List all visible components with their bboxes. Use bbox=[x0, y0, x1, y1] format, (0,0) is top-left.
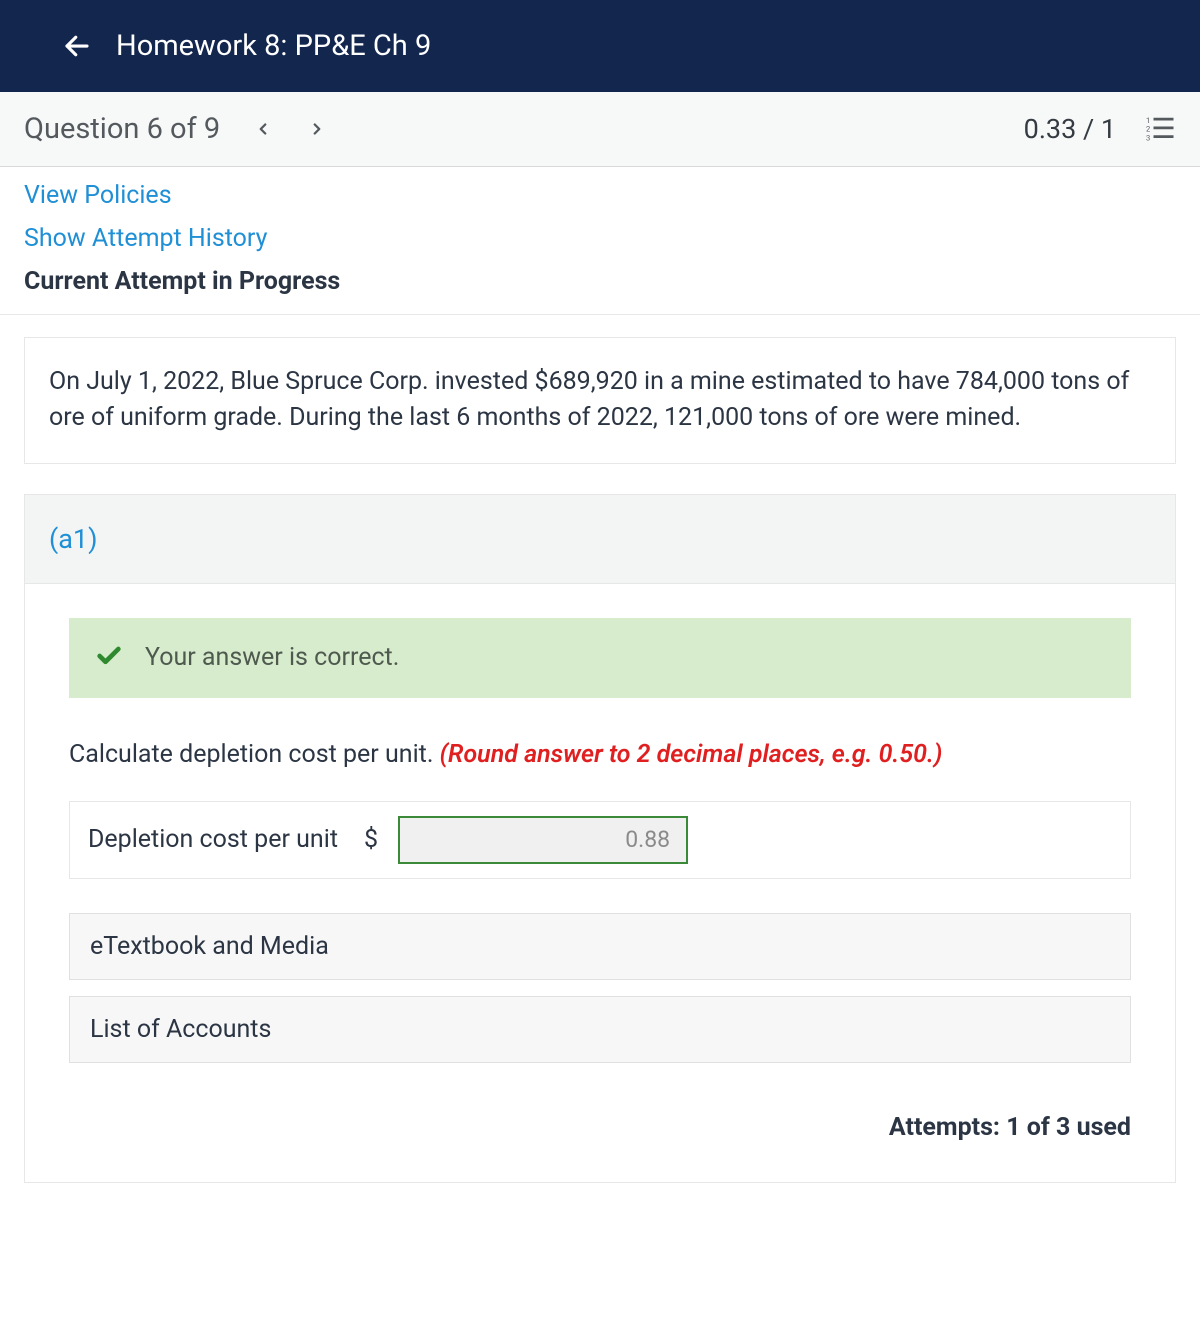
attempts-used: Attempts: 1 of 3 used bbox=[69, 1113, 1131, 1142]
links-block: View Policies Show Attempt History bbox=[0, 167, 1200, 253]
question-bar: Question 6 of 9 0.33 / 1 123 bbox=[0, 92, 1200, 167]
answer-label: Depletion cost per unit bbox=[88, 825, 338, 854]
question-score: 0.33 / 1 bbox=[1024, 113, 1116, 145]
assignment-title: Homework 8: PP&E Ch 9 bbox=[116, 29, 431, 63]
part-a1: (a1) Your answer is correct. Calculate d… bbox=[24, 494, 1176, 1183]
question-counter: Question 6 of 9 bbox=[24, 112, 220, 146]
question-list-icon[interactable]: 123 bbox=[1146, 114, 1176, 144]
feedback-text: Your answer is correct. bbox=[145, 643, 399, 672]
top-bar: Homework 8: PP&E Ch 9 bbox=[0, 0, 1200, 92]
feedback-banner: Your answer is correct. bbox=[69, 618, 1131, 698]
answer-row: Depletion cost per unit $ bbox=[69, 801, 1131, 879]
next-question-icon[interactable] bbox=[308, 116, 326, 142]
instruction: Calculate depletion cost per unit. (Roun… bbox=[69, 740, 1131, 769]
list-of-accounts-button[interactable]: List of Accounts bbox=[69, 996, 1131, 1063]
question-nav bbox=[254, 116, 326, 142]
current-attempt-label: Current Attempt in Progress bbox=[0, 267, 1200, 315]
back-arrow-icon[interactable] bbox=[62, 31, 92, 61]
instruction-hint: (Round answer to 2 decimal places, e.g. … bbox=[440, 740, 943, 769]
part-body: Your answer is correct. Calculate deplet… bbox=[25, 584, 1175, 1182]
currency-symbol: $ bbox=[364, 825, 378, 854]
depletion-cost-input[interactable] bbox=[398, 816, 688, 864]
prev-question-icon[interactable] bbox=[254, 116, 272, 142]
svg-text:3: 3 bbox=[1146, 133, 1150, 142]
svg-text:2: 2 bbox=[1146, 125, 1150, 134]
checkmark-icon bbox=[95, 642, 123, 674]
problem-statement: On July 1, 2022, Blue Spruce Corp. inves… bbox=[24, 337, 1176, 464]
instruction-text: Calculate depletion cost per unit. bbox=[69, 740, 440, 769]
svg-text:1: 1 bbox=[1146, 116, 1150, 125]
part-label: (a1) bbox=[25, 495, 1175, 584]
view-policies-link[interactable]: View Policies bbox=[24, 181, 1176, 210]
etextbook-button[interactable]: eTextbook and Media bbox=[69, 913, 1131, 980]
show-attempt-history-link[interactable]: Show Attempt History bbox=[24, 224, 1176, 253]
